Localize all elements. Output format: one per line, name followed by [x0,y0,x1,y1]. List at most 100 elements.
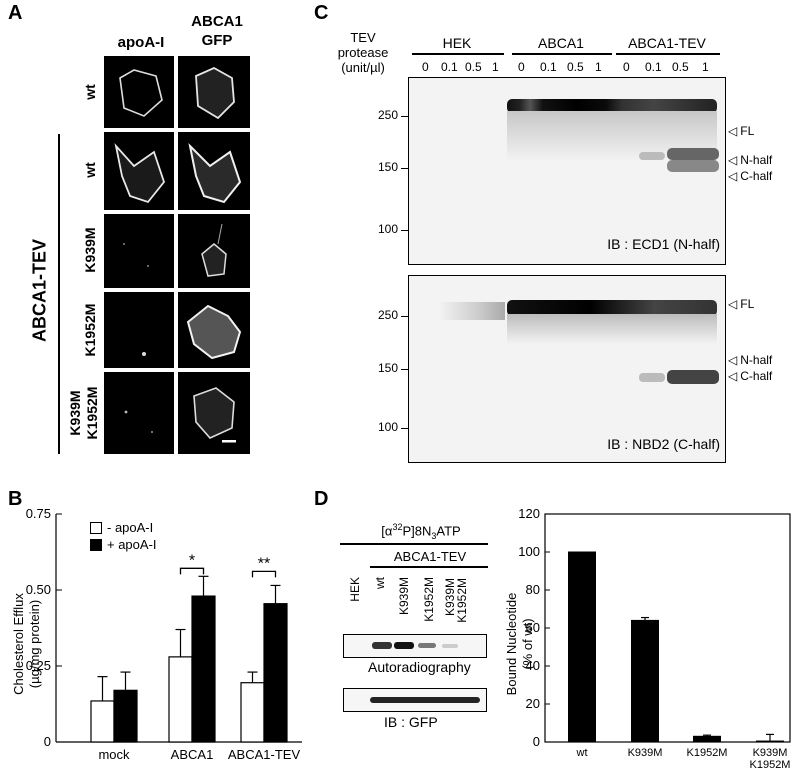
conc-abca1-1: 1 [595,60,602,74]
panel-label-d: D [314,488,329,510]
group-line-hek [412,53,504,55]
mw-tick-top-150 [401,168,408,170]
b-ytick-label: 0.50 [26,582,51,597]
band-label-chalf-bottom: C-half [740,369,773,383]
d-ytick-label: 20 [526,696,540,711]
conc-tev-0.5: 0.5 [672,60,689,74]
conc-hek-0.5: 0.5 [465,60,482,74]
tev-header-3: (unit/µl) [341,60,385,75]
group-abca1-tev: ABCA1-TEV [628,35,706,51]
band-arrow-fl-top: ◁ FL [728,124,755,138]
conc-hek-0.1: 0.1 [441,60,458,74]
d-ytick-label: 40 [526,658,540,673]
b-bar [113,689,138,743]
band-label-chalf-top: C-half [740,169,773,183]
row-label-tev-wt: wt [82,162,98,178]
blot-nbd2 [408,275,726,463]
mw-top-250: 250 [377,108,398,122]
b-bar [90,700,115,743]
band-arrow-nhalf-top: ◁ N-half [728,153,773,167]
mw-tick-top-250 [401,116,408,118]
b-ytick-label: 0.75 [26,506,51,521]
group-hek: HEK [442,35,472,51]
b-category-label: ABCA1 [171,747,214,762]
lane-k1952m: K1952M [422,577,436,622]
group-line-abca1-tev [616,53,720,55]
micrograph-tev-wt-apoai [104,132,174,210]
panel-b-legend: - apoA-I + apoA-I [90,520,157,552]
panel-b-ylabel-1: Cholesterol Efflux [11,593,26,695]
b-bar [263,603,288,743]
d-ytick-label: 120 [518,506,540,521]
b-sig-label: ** [258,555,270,572]
conc-abca1-0: 0 [518,60,525,74]
construct-line [370,566,488,568]
d-bar [756,740,784,743]
micrograph-tev-k1952m-apoai [104,292,174,368]
tev-header: TEV protease (unit/µl) [318,30,408,75]
panel-label-b: B [8,488,23,510]
concentration-labels: 0 0.1 0.5 1 0 0.1 0.5 1 0 0.1 0.5 1 [410,60,722,76]
panel-b-ylabel: Cholesterol Efflux (µg/mg protein) [11,579,43,709]
lane-wt: wt [373,577,387,589]
reagent-sub: 3 [431,530,437,541]
reagent-label: [α32P]8N3ATP [356,522,486,541]
micrograph-tev-k939m-gfp [178,214,250,288]
band-label-fl-top: FL [740,124,755,138]
b-sig-label: * [189,552,195,569]
group-bracket [58,134,60,454]
row-label-k1952m: K1952M [82,303,98,357]
reagent-pre: [α [381,523,393,539]
conc-abca1-0.1: 0.1 [540,60,557,74]
reagent-post: ATP [436,523,461,539]
mw-tick-top-100 [401,230,408,232]
legend-swatch-minus [90,521,102,534]
mw-bottom-150: 150 [377,361,398,375]
gfp-label: IB : GFP [384,714,438,730]
group-abca1: ABCA1 [538,35,584,51]
mw-tick-bottom-250 [401,316,408,318]
micrograph-tev-double-gfp [178,372,250,454]
reagent-mid: P]8N [402,523,432,539]
legend-label-plus: + apoA-I [107,537,157,552]
scale-bar [222,440,236,443]
b-category-label: ABCA1-TEV [228,747,301,762]
legend-swatch-plus [90,538,102,551]
d-category-label: K939M [753,747,788,759]
band-arrow-fl-bottom: ◁ FL [728,297,755,311]
conc-tev-0.1: 0.1 [645,60,662,74]
b-sig-bracket [179,567,205,575]
band-label-fl-bottom: FL [740,297,755,311]
conc-tev-1: 1 [702,60,709,74]
b-ytick-label: 0 [44,734,51,749]
panel-d-ylabel: Bound Nucleotide (% of wt) [504,579,536,709]
mw-tick-bottom-100 [401,428,408,430]
micrograph-tev-k939m-apoai [104,214,174,288]
row-label-double: K939M K1952M [67,386,100,440]
tev-header-1: TEV [350,30,376,45]
b-sig-bracket [251,570,277,578]
micrograph-wt-gfp [178,56,250,128]
panel-d-ylabel-1: Bound Nucleotide [504,592,519,696]
micrograph-wt-apoai [104,56,174,128]
b-bar [168,656,193,743]
panel-d-ylabel-2: (% of wt) [520,618,535,670]
b-bar [240,682,265,743]
mw-top-100: 100 [377,222,398,236]
conc-hek-0: 0 [422,60,429,74]
d-category-label: K1952M [750,759,791,771]
band-arrow-chalf-bottom: ◁ C-half [728,369,773,383]
row-label-wt: wt [82,84,98,100]
col-header-apoai: apoA-I [117,34,165,51]
d-bar [631,619,659,743]
mw-top-150: 150 [377,160,398,174]
b-ytick-label: 0.25 [26,658,51,673]
legend-label-minus: - apoA-I [107,520,154,535]
micrograph-tev-double-apoai [104,372,174,454]
panel-label-c: C [314,2,329,24]
d-ytick-label: 100 [518,544,540,559]
conc-hek-1: 1 [492,60,499,74]
lane-double: K939M K1952M [443,578,469,623]
d-bar [693,735,721,743]
